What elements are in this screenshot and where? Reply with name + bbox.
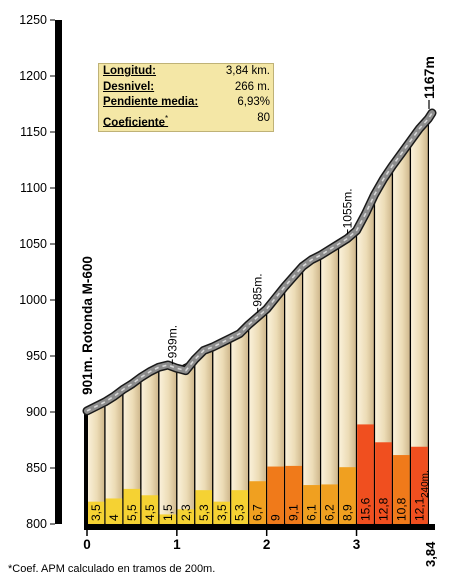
y-tick-label: 1250	[19, 13, 47, 27]
gradient-label: 10,8	[394, 497, 408, 521]
gradient-bar	[105, 498, 123, 524]
x-tick-label: 0	[83, 537, 91, 552]
coefficient-asterisk: *	[165, 113, 169, 123]
gradient-bar	[231, 490, 249, 524]
gradient-label: 6,7	[251, 504, 265, 521]
gradient-bar	[195, 490, 213, 524]
gradient-label: 12,8	[376, 497, 390, 521]
gradient-bar	[339, 467, 356, 524]
segment-column	[319, 242, 340, 525]
gradient-bar	[285, 465, 303, 524]
road-dashes	[86, 112, 433, 412]
gradient-label: 4	[107, 514, 121, 521]
x-axis: 0 1 2 3 3,84	[83, 524, 438, 567]
x-end-label: 3,84	[423, 541, 438, 567]
x-tick-label: 3	[353, 537, 361, 552]
segment-column	[302, 254, 322, 525]
elevation-gain-label: Desnivel:	[103, 80, 155, 93]
elevation-profile-line	[82, 108, 437, 416]
coefficient-value: 80	[257, 111, 270, 124]
gradient-bar	[375, 442, 392, 524]
summary-row-elevation-gain: Desnivel: 266 m.	[99, 80, 273, 96]
gradient-bar	[357, 424, 374, 524]
footnote: *Coef. APM calculado en tramos de 200m.	[8, 563, 216, 575]
gradient-bar	[159, 514, 177, 524]
gradient-bar	[411, 446, 428, 524]
y-tick-label: 900	[26, 405, 47, 419]
gradient-bar	[123, 488, 141, 524]
length-value: 3,84 km.	[225, 65, 270, 77]
gradient-bar	[267, 466, 285, 524]
gradient-label: 6,2	[323, 504, 337, 521]
y-tick-label: 1100	[20, 181, 47, 195]
x-axis-bar	[84, 524, 435, 530]
elevation-annotation: 1055m.	[341, 188, 355, 228]
segment-column	[158, 366, 178, 525]
y-tick-label: 800	[26, 517, 47, 531]
average-gradient-label: Pendiente media:	[103, 96, 199, 108]
y-tick-label: 950	[26, 349, 47, 363]
y-tick-label: 1150	[20, 125, 47, 139]
y-tick-label: 1200	[19, 69, 47, 83]
x-tick-label: 2	[263, 537, 271, 552]
summary-row-average-gradient: Pendiente media: 6,93%	[99, 95, 273, 111]
gradient-label: 5,3	[197, 504, 211, 521]
gradient-label: 3,5	[215, 504, 229, 521]
gradient-label: 5,5	[125, 504, 139, 521]
average-gradient-value: 6,93%	[237, 96, 270, 108]
summary-row-coefficient: Coeficiente* 80	[99, 111, 273, 131]
summit-annotation: 1167m	[421, 56, 437, 99]
y-axis-bar	[55, 20, 62, 524]
gradient-label: 6,1	[305, 504, 319, 521]
gradient-bar	[87, 501, 105, 524]
gradient-bar	[141, 495, 159, 524]
gradient-label: 12,1	[412, 497, 426, 521]
length-label: Longitud:	[103, 65, 157, 77]
y-tick-label: 850	[26, 461, 47, 475]
gradient-bar	[177, 509, 195, 524]
segment-column	[176, 358, 196, 525]
gradient-label: 3,5	[89, 504, 103, 521]
gradient-label: 2,3	[179, 504, 193, 521]
coefficient-label-text: Coeficiente	[103, 116, 165, 129]
gradient-bar	[303, 485, 320, 524]
gradient-label: 15,6	[359, 497, 373, 521]
coefficient-label: Coeficiente*	[103, 111, 168, 131]
gradient-label: 5,3	[233, 504, 247, 521]
gradient-bar	[249, 481, 267, 524]
gradient-bar	[213, 501, 231, 524]
y-tick-label: 1050	[19, 237, 47, 251]
gradient-label: 9,1	[287, 504, 301, 521]
gradient-label: 1,5	[161, 504, 175, 521]
start-annotation: 901m. Rotonda M-600	[80, 256, 95, 395]
start-wall	[84, 410, 88, 524]
last-segment-length-label: 240m.	[420, 470, 431, 498]
elevation-annotations: 901m. Rotonda M-600 939m. 985m. 1055m. 1167m	[80, 56, 437, 395]
summary-row-length: Longitud: 3,84 km.	[99, 64, 273, 80]
elevation-annotation: 985m.	[251, 273, 265, 306]
summary-box: Longitud: 3,84 km. Desnivel: 266 m. Pend…	[98, 63, 274, 132]
gradient-bar	[393, 455, 410, 524]
x-tick-label: 1	[173, 537, 181, 552]
gradient-label: 4,5	[143, 504, 157, 521]
gradient-bar	[321, 484, 338, 524]
elevation-gain-value: 266 m.	[234, 80, 270, 93]
gradient-label: 8,9	[341, 504, 355, 521]
y-tick-label: 1000	[19, 293, 47, 307]
y-axis: 800 850 900 950 1000 1050 1100 1150 1200 1250	[19, 13, 62, 531]
segment-column	[212, 337, 232, 525]
elevation-annotation: 939m.	[165, 325, 179, 358]
gradient-label: 9	[269, 514, 283, 521]
